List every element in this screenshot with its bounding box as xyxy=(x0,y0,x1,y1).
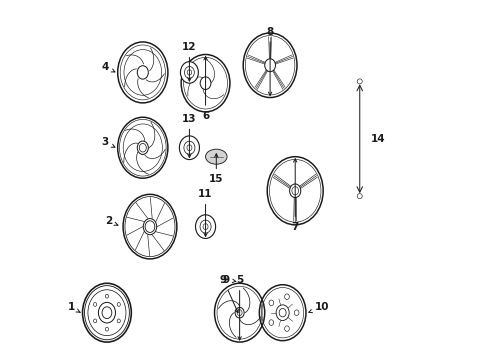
Ellipse shape xyxy=(265,59,275,72)
Text: 2: 2 xyxy=(105,216,118,226)
Ellipse shape xyxy=(94,319,97,323)
Ellipse shape xyxy=(98,302,116,323)
Ellipse shape xyxy=(105,294,108,298)
Text: 5: 5 xyxy=(236,275,243,340)
Text: 1: 1 xyxy=(68,302,80,312)
Ellipse shape xyxy=(105,327,108,331)
Ellipse shape xyxy=(290,184,301,198)
Ellipse shape xyxy=(117,302,121,306)
Ellipse shape xyxy=(235,307,244,318)
Ellipse shape xyxy=(117,319,121,323)
Text: 15: 15 xyxy=(209,154,223,184)
Ellipse shape xyxy=(179,136,199,159)
Ellipse shape xyxy=(143,219,157,235)
Ellipse shape xyxy=(196,215,216,238)
Ellipse shape xyxy=(94,302,97,306)
Ellipse shape xyxy=(294,310,299,315)
Text: 9: 9 xyxy=(223,275,236,285)
Ellipse shape xyxy=(276,305,289,320)
Text: 12: 12 xyxy=(182,42,196,81)
Ellipse shape xyxy=(180,62,198,83)
Ellipse shape xyxy=(357,194,362,199)
Ellipse shape xyxy=(269,320,274,325)
Text: 13: 13 xyxy=(182,114,196,157)
Ellipse shape xyxy=(285,294,289,300)
Ellipse shape xyxy=(145,221,155,233)
Ellipse shape xyxy=(137,66,148,79)
Ellipse shape xyxy=(200,77,211,90)
Text: 6: 6 xyxy=(202,57,209,121)
Text: 14: 14 xyxy=(370,134,385,144)
Text: 7: 7 xyxy=(292,159,299,232)
Text: 11: 11 xyxy=(198,189,213,237)
Text: 10: 10 xyxy=(309,302,329,313)
Ellipse shape xyxy=(285,326,289,332)
Ellipse shape xyxy=(137,141,148,154)
Ellipse shape xyxy=(269,300,274,306)
Ellipse shape xyxy=(357,79,362,84)
Text: 8: 8 xyxy=(267,27,274,95)
Ellipse shape xyxy=(205,149,227,164)
Text: 3: 3 xyxy=(101,138,115,147)
Text: 9: 9 xyxy=(220,275,238,313)
Text: 4: 4 xyxy=(101,62,115,72)
